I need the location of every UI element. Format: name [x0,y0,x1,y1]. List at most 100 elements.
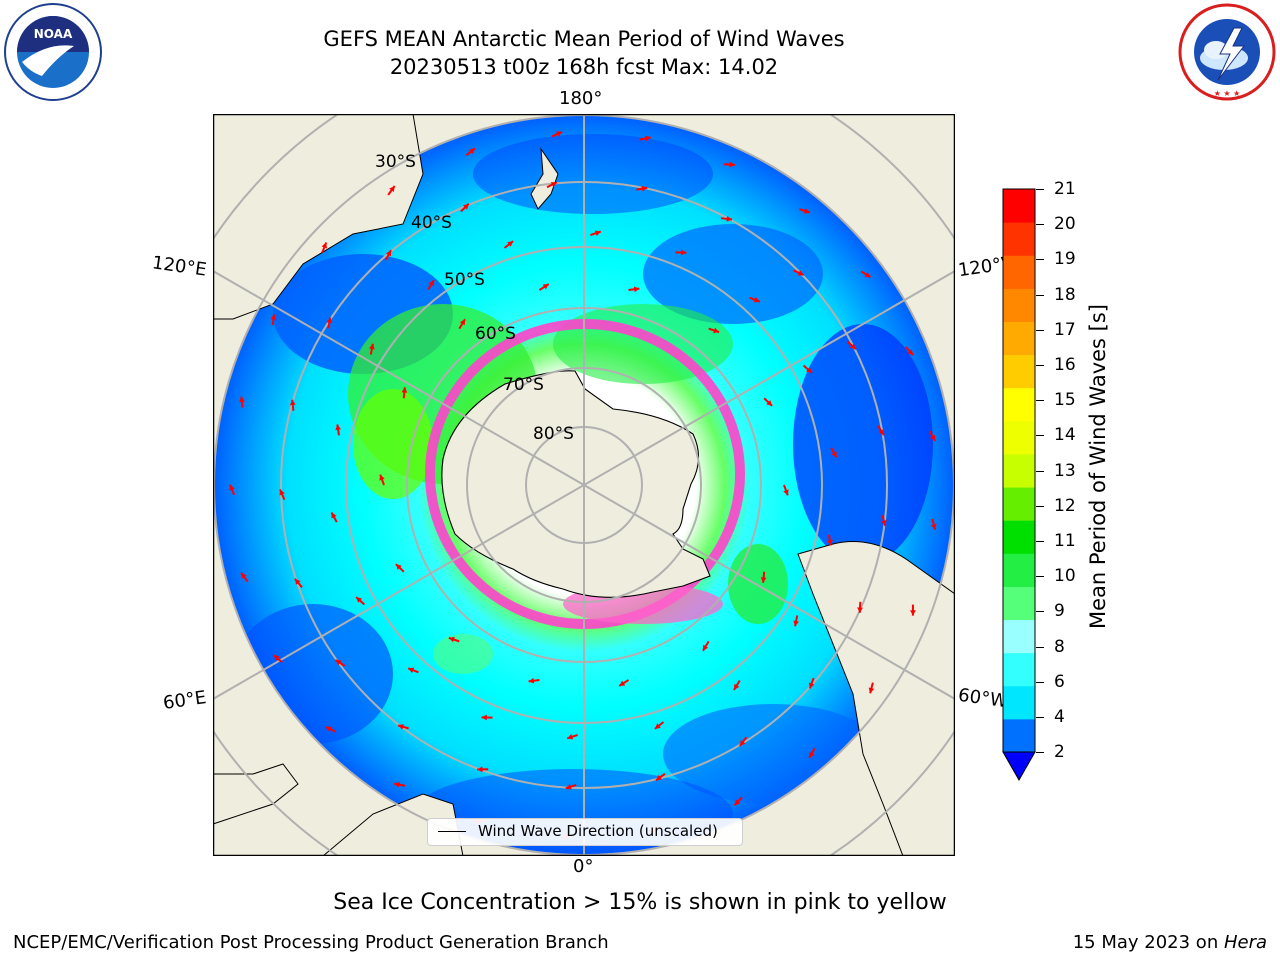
colorbar-tick-mark [1036,224,1044,226]
lon-label-0: 0° [573,856,594,877]
wave-direction-arrowhead [279,489,285,496]
legend-label: Wind Wave Direction (unscaled) [478,822,718,840]
wave-direction-arrowhead [827,539,833,546]
noaa-logo: NOAA [4,3,102,101]
colorbar-tick-label: 8 [1054,636,1065,657]
colorbar-bin [1003,453,1035,488]
lat-label-70s: 70°S [503,375,544,395]
legend-line-sample [438,831,466,832]
footer-date-text: 15 May 2023 on [1072,932,1224,953]
lon-label-120e: 120°E [150,252,208,281]
wave-direction-arrowhead [808,682,815,689]
map-frame [213,114,955,856]
colorbar-bin [1003,619,1035,654]
wave-direction-arrowhead [619,680,626,686]
wave-direction-arrowhead [459,319,466,326]
antarctica-landmass [441,370,711,598]
wind-wave-arrows [229,130,937,840]
wave-direction-arrowhead [385,250,392,257]
colorbar-tick-label: 12 [1054,495,1076,516]
colorbar-tick-mark [1036,189,1044,190]
sea-ice-caption: Sea Ice Concentration > 15% is shown in … [333,890,947,915]
colorbar-tick-mark [1036,329,1044,331]
wave-direction-arrowhead [760,577,767,583]
wave-direction-arrowhead [528,677,535,684]
colorbar-tick-label: 6 [1054,671,1065,692]
lat-label-60s: 60°S [475,324,516,344]
colorbar-tick-label: 18 [1054,284,1076,305]
wave-direction-arrowhead [565,783,572,790]
wave-direction-arrowhead [633,286,640,293]
footer-date: 15 May 2023 on Hera [1073,932,1267,953]
colorbar-tick-mark [1036,646,1044,648]
wave-direction-arrowhead [394,781,400,788]
wave-direction-arrowhead [857,607,863,613]
colorbar-bin [1003,586,1035,621]
colorbar-label: Mean Period of Wind Waves [s] [1086,304,1110,629]
wave-direction-arrowhead [930,523,937,530]
colorbar-tick-label: 15 [1054,390,1076,411]
colorbar-tick-mark [1036,294,1044,296]
map-subtitle: 20230513 t00z 168h fcst Max: 14.02 [389,55,779,79]
new-zealand-landmass [530,147,559,210]
colorbar-tick-mark [1036,717,1044,718]
wave-direction-arrowhead [481,714,487,721]
wave-direction-arrowhead [881,520,887,526]
wave-direction-arrowhead [868,687,875,694]
colorbar-frame [1002,188,1036,753]
south-america-landmass [797,541,954,855]
map-title: GEFS MEAN Antarctic Mean Period of Wind … [323,27,845,51]
wave-direction-arrowhead [656,774,662,781]
colorbar-bin [1003,288,1035,322]
wave-direction-arrowhead [408,667,415,673]
wave-direction-arrowhead [463,203,469,210]
footer-machine: Hera [1223,932,1267,953]
wave-direction-arrowhead [321,242,327,249]
wave-direction-arrowhead [734,683,740,690]
polar-map [213,114,955,856]
graticule [214,115,954,855]
wave-direction-arrowhead [542,284,549,290]
colorbar-tick-label: 19 [1054,249,1076,270]
colorbar-tick-mark [1036,365,1044,366]
colorbar-tick-mark [1036,435,1044,437]
colorbar-tick-label: 2 [1054,742,1065,763]
colorbar-bin [1003,387,1035,422]
colorbar-tick-label: 17 [1054,319,1076,340]
wave-direction-arrowhead [477,766,483,773]
colorbar-under-extension [1002,751,1036,782]
wave-direction-arrowhead [654,723,661,729]
wave-direction-arrowhead [594,230,601,236]
lon-label-60e: 60°E [161,687,208,714]
wave-direction-arrowhead [550,182,557,188]
colorbar-bin [1003,520,1035,554]
map-legend: Wind Wave Direction (unscaled) [427,818,743,846]
colorbar-tick-label: 9 [1054,601,1065,622]
colorbar-tick-mark [1036,505,1044,507]
wave-direction-arrowhead [850,343,856,350]
colorbar-tick-mark [1036,681,1044,683]
wave-direction-arrowhead [831,451,837,458]
footer-branch: NCEP/EMC/Verification Post Processing Pr… [13,932,609,953]
ocean-field [214,115,954,855]
madagascar-landmass [214,763,299,825]
wave-direction-arrowhead [793,620,799,627]
wave-direction-arrowhead [729,161,735,168]
lat-label-40s: 40°S [411,213,452,233]
wave-direction-arrowhead [369,343,375,350]
wave-direction-arrowhead [864,271,871,278]
wave-direction-arrowhead [739,740,746,746]
wave-direction-arrowhead [507,241,514,247]
wave-direction-arrowhead [641,185,648,192]
colorbar-tick-label: 13 [1054,460,1076,481]
wave-direction-arrowhead [809,751,815,758]
wave-direction-arrowhead [469,148,475,154]
wave-direction-arrowhead [241,572,247,579]
wave-direction-arrowhead [326,317,333,324]
colorbar-tick-mark [1036,752,1044,754]
wave-direction-arrowhead [907,349,914,356]
colorbar-bin [1003,685,1035,720]
wave-direction-arrowhead [428,280,434,287]
wave-direction-arrowhead [797,270,804,276]
colorbar-bin [1003,222,1035,256]
